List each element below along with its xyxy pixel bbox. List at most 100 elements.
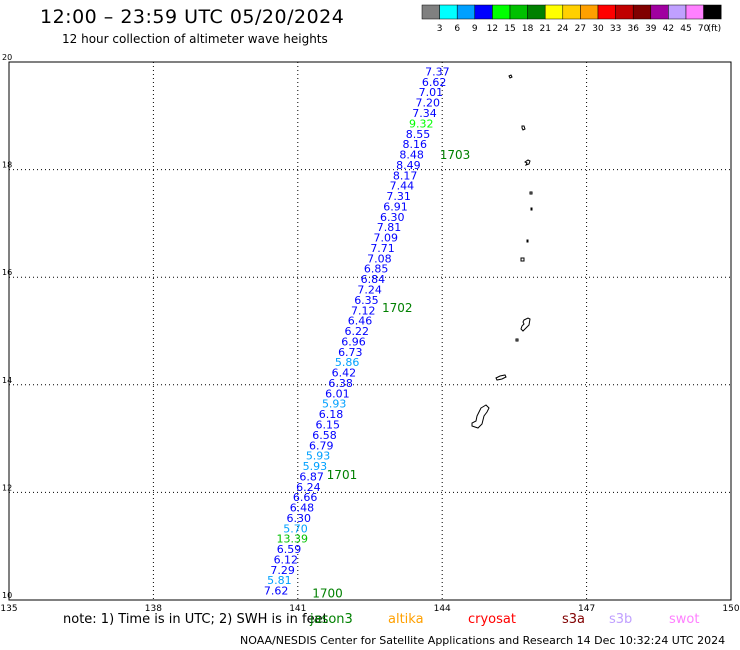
wave-height-label: 5.93	[322, 398, 347, 411]
satellite-name: swot	[669, 612, 700, 627]
wave-height-label: 6.24	[296, 481, 321, 494]
wave-height-label: 6.62	[422, 76, 447, 89]
legend-label: 15	[504, 24, 515, 34]
wave-height-label: 6.85	[364, 263, 389, 276]
wave-height-label: 8.55	[406, 128, 431, 141]
latitude-tick-label: 12	[2, 483, 12, 492]
satellite-name: s3a	[562, 612, 586, 627]
color-legend: 3 6 9 12 15 18 21 24 27 30 33 36 39 42 45 70(ft)	[421, 4, 722, 34]
satellite-name: s3b	[609, 612, 633, 627]
island-outline	[520, 317, 531, 332]
legend-label: 30	[592, 24, 604, 34]
wave-height-label: 6.30	[380, 211, 405, 224]
wave-height-label: 5.93	[303, 460, 328, 473]
legend-unit: (ft)	[708, 24, 722, 34]
legend-label: 12	[487, 24, 498, 34]
wave-height-label: 8.17	[393, 169, 418, 182]
wave-height-label: 6.22	[345, 325, 370, 338]
wave-height-label: 6.42	[332, 367, 357, 380]
legend-label: 27	[575, 24, 586, 34]
legend-label: 42	[663, 24, 674, 34]
legend-label: 18	[522, 24, 534, 34]
wave-height-label: 7.12	[351, 304, 376, 317]
map-frame	[8, 61, 732, 601]
wave-height-label: 7.29	[270, 564, 295, 577]
wave-height-label: 6.59	[277, 543, 302, 556]
wave-height-label: 5.93	[306, 450, 331, 463]
longitude-tick-label: 144	[434, 604, 451, 614]
wave-height-label: 9.32	[409, 117, 434, 130]
longitude-tick-label: 141	[289, 604, 306, 614]
wave-height-label: 7.08	[367, 252, 392, 265]
wave-height-label: 7.62	[264, 585, 289, 598]
legend-label: 39	[645, 24, 657, 34]
wave-height-label: 5.81	[267, 574, 292, 587]
island-outline	[526, 239, 529, 243]
pass-time-label: 1701	[327, 468, 358, 482]
wave-height-label: 7.81	[377, 221, 402, 234]
satellite-name: cryosat	[468, 612, 516, 627]
latitude-tick-label: 14	[2, 376, 12, 385]
wave-height-label: 6.79	[309, 439, 334, 452]
wave-height-label: 7.09	[374, 232, 399, 245]
wave-height-label: 6.01	[325, 387, 350, 400]
legend-label: 24	[557, 24, 569, 34]
pass-time-label: 1702	[382, 301, 413, 315]
island-outline	[524, 159, 531, 166]
legend-label: 21	[539, 24, 550, 34]
wave-height-label: 6.87	[299, 470, 324, 483]
pass-time-label: 1700	[312, 586, 343, 600]
island-outline	[520, 257, 525, 262]
latitude-tick-label: 20	[2, 53, 12, 62]
wave-height-label: 6.46	[348, 315, 373, 328]
wave-height-label: 7.01	[419, 86, 444, 99]
wave-height-label: 6.58	[312, 429, 337, 442]
wave-height-label: 7.20	[415, 97, 440, 110]
wave-height-label: 6.84	[361, 273, 386, 286]
longitude-tick-label: 135	[0, 604, 17, 614]
wave-height-label: 7.44	[390, 180, 415, 193]
wave-height-label: 6.73	[338, 346, 363, 359]
latitude-tick-label: 10	[2, 591, 12, 600]
wave-height-label: 7.71	[370, 242, 395, 255]
credit-line: NOAA/NESDIS Center for Satellite Applica…	[240, 634, 726, 647]
wave-height-label: 6.12	[274, 553, 299, 566]
legend-label: 36	[627, 24, 639, 34]
legend-label: 9	[472, 24, 478, 34]
wave-height-label: 7.34	[412, 107, 437, 120]
island-outline	[495, 374, 507, 381]
wave-height-label: 6.38	[328, 377, 353, 390]
pass-time-label: 1703	[440, 148, 471, 162]
wave-height-label: 6.66	[293, 491, 318, 504]
legend-label: 70	[698, 24, 710, 34]
legend-label: 45	[680, 24, 691, 34]
wave-height-label: 5.70	[283, 522, 308, 535]
wave-height-label: 7.37	[425, 65, 450, 78]
wave-height-label: 6.48	[290, 502, 315, 515]
wave-height-label: 8.16	[403, 138, 428, 151]
longitude-tick-label: 147	[578, 604, 595, 614]
wave-height-label: 8.48	[399, 149, 424, 162]
wave-height-label: 6.15	[315, 418, 340, 431]
wave-height-label: 6.96	[341, 335, 366, 348]
wave-height-label: 5.86	[335, 356, 360, 369]
wave-height-label: 6.35	[354, 294, 379, 307]
island-outline	[529, 191, 533, 195]
wave-height-label: 13.39	[277, 533, 309, 546]
wave-height-label: 8.49	[396, 159, 421, 172]
wave-height-label: 7.31	[386, 190, 411, 203]
latitude-tick-label: 16	[2, 268, 12, 277]
island-outline	[530, 207, 533, 211]
island-outline	[521, 125, 526, 131]
latitude-tick-label: 18	[2, 161, 12, 170]
island-outline	[471, 404, 490, 429]
longitude-tick-label: 150	[722, 604, 739, 614]
legend-label: 6	[454, 24, 460, 34]
wave-height-label: 6.91	[383, 200, 408, 213]
longitude-tick-label: 138	[145, 604, 162, 614]
legend-label: 3	[437, 24, 443, 34]
legend-swatch	[703, 4, 722, 20]
island-outline	[508, 74, 513, 79]
wave-height-label: 6.30	[286, 512, 311, 525]
